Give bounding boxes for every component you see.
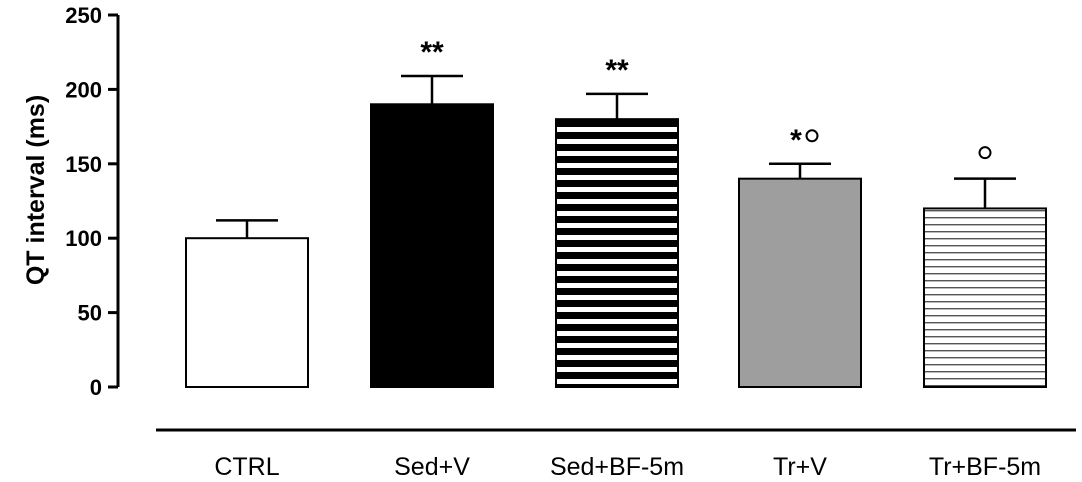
- y-tick-label: 100: [65, 226, 102, 251]
- x-tick-label: CTRL: [214, 453, 279, 481]
- bar-sed-v: [370, 103, 494, 388]
- y-tick-label: 150: [65, 152, 102, 177]
- bars: [185, 103, 1047, 388]
- x-tick-label: Sed+V: [394, 453, 470, 481]
- significance-circle: [805, 129, 819, 143]
- bar-ctrl: [185, 237, 309, 388]
- bar-tr-bf-5m: [923, 207, 1047, 388]
- significance-stars: **: [420, 36, 444, 69]
- category-labels: CTRL Sed+V Sed+BF-5m Tr+V Tr+BF-5m: [214, 453, 1041, 481]
- error-bars: [216, 74, 1016, 239]
- x-tick-label: Tr+V: [773, 453, 827, 481]
- y-axis-label: QT interval (ms): [22, 95, 50, 285]
- y-tick-label: 0: [90, 375, 102, 400]
- bar-tr-v: [738, 177, 862, 388]
- y-tick-label: 50: [78, 301, 102, 326]
- significance-stars: *: [790, 124, 802, 157]
- y-axis: 0 50 100 150 200 250: [65, 3, 120, 400]
- y-tick-label: 200: [65, 77, 102, 102]
- significance-circle: [978, 146, 992, 160]
- bar-sed-bf-5m: [555, 118, 679, 388]
- significance-markers: *****: [420, 36, 992, 160]
- significance-stars: **: [605, 54, 629, 87]
- y-tick-label: 250: [65, 3, 102, 28]
- x-tick-label: Tr+BF-5m: [929, 453, 1041, 481]
- x-tick-label: Sed+BF-5m: [550, 453, 684, 481]
